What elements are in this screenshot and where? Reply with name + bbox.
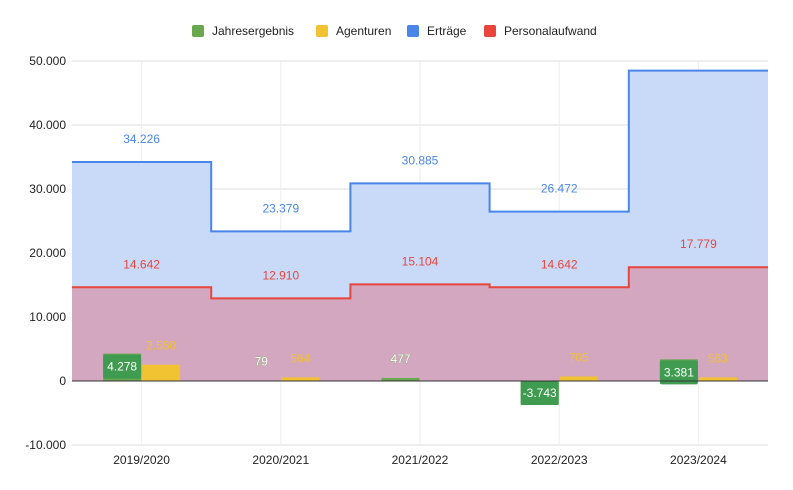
data-label-agenturen: 2.550 xyxy=(146,339,176,353)
data-label-ertr-ge: 34.226 xyxy=(123,132,160,146)
data-label-jahresergebnis: 3.381 xyxy=(664,365,694,379)
data-label-bg-jahresergebnis xyxy=(520,380,559,405)
x-tick-label: 2020/2021 xyxy=(252,453,309,467)
legend-swatch-personalaufwand xyxy=(484,25,496,37)
legend-label-agenturen: Agenturen xyxy=(336,24,391,38)
axes: -10.000 0 10.000 20.000 30.000 40.000 50.000 20… xyxy=(25,54,768,467)
data-label-personalaufwand: 12.910 xyxy=(262,268,299,282)
data-label-personalaufwand: 14.642 xyxy=(123,257,160,271)
data-label-bg-jahresergebnis xyxy=(659,360,698,385)
data-label-jahresergebnis: 4.278 xyxy=(107,360,137,374)
line-ertr-ge xyxy=(72,69,768,233)
y-tick-label: -10.000 xyxy=(25,438,66,452)
legend-swatch-agenturen xyxy=(316,25,328,37)
y-tick-label: 30.000 xyxy=(29,182,66,196)
x-tick-label: 2021/2022 xyxy=(392,453,449,467)
x-tick-label: 2023/2024 xyxy=(670,453,727,467)
data-label-personalaufwand: 14.642 xyxy=(541,257,578,271)
y-tick-label: 20.000 xyxy=(29,246,66,260)
data-label-agenturen: 563 xyxy=(708,351,728,365)
legend-label-ertr-ge: Erträge xyxy=(427,24,467,38)
x-tick-label: 2022/2023 xyxy=(531,453,588,467)
data-label-jahresergebnis: -3.743 xyxy=(523,386,557,400)
legend-swatch-ertr-ge xyxy=(407,25,419,37)
y-tick-label: 40.000 xyxy=(29,118,66,132)
y-tick-label: 10.000 xyxy=(29,310,66,324)
legend-swatch-jahresergebnis xyxy=(192,25,204,37)
y-tick-label: 0 xyxy=(59,374,66,388)
bar-agenturen xyxy=(281,377,320,381)
data-label-personalaufwand: 17.779 xyxy=(680,237,717,251)
data-label-ertr-ge: 30.885 xyxy=(402,153,439,167)
legend: Jahresergebnis Agenturen Erträge Personalau… xyxy=(192,24,597,38)
data-label-agenturen: 705 xyxy=(569,350,589,364)
bar-agenturen xyxy=(142,364,181,381)
areas xyxy=(72,69,768,381)
area-personalaufwand xyxy=(72,267,768,381)
data-labels: 34.226 23.379 30.885 26.472 14.642 12.910 15.1… xyxy=(103,132,728,405)
line-personalaufwand xyxy=(72,266,768,300)
data-label-ertr-ge: 26.472 xyxy=(541,182,578,196)
legend-label-personalaufwand: Personalaufwand xyxy=(504,24,597,38)
bar-agenturen xyxy=(698,377,737,381)
data-label-bg-jahresergebnis xyxy=(103,354,142,379)
data-label-agenturen: 564 xyxy=(290,351,310,365)
x-tick-label: 2019/2020 xyxy=(113,453,170,467)
data-label-personalaufwand: 15.104 xyxy=(402,254,439,268)
bar-jahresergebnis xyxy=(381,377,420,381)
bar-agenturen xyxy=(559,376,598,381)
data-label-jahresergebnis: 79 xyxy=(255,354,269,368)
data-label-ertr-ge: 23.379 xyxy=(262,201,299,215)
data-label-jahresergebnis: 477 xyxy=(390,352,410,366)
y-tick-label: 50.000 xyxy=(29,54,66,68)
legend-label-jahresergebnis: Jahresergebnis xyxy=(212,24,294,38)
